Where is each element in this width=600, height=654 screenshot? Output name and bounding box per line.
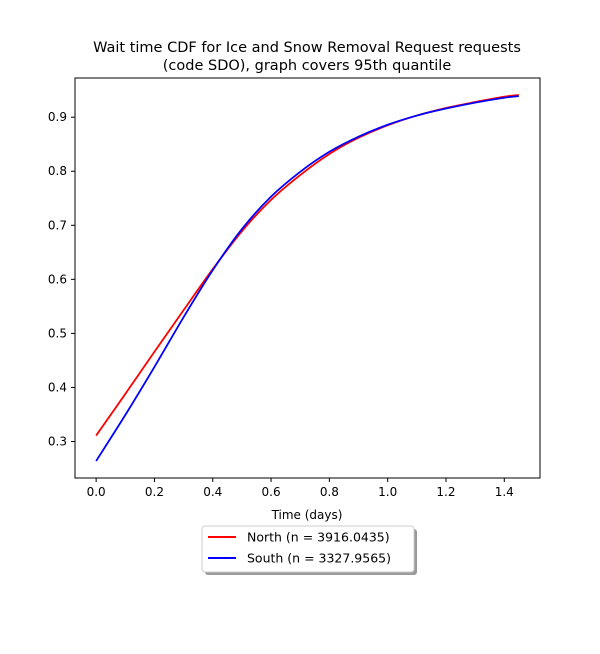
y-tick-label: 0.7	[48, 218, 67, 232]
x-tick-label: 0.2	[145, 485, 164, 499]
x-tick-label: 0.8	[320, 485, 339, 499]
legend-box	[201, 525, 415, 573]
chart-title-line-2: (code SDO), graph covers 95th quantile	[163, 58, 452, 74]
legend-label-south: South (n = 3327.9565)	[247, 551, 391, 566]
y-tick-label: 0.9	[48, 110, 67, 124]
y-tick-label: 0.6	[48, 272, 67, 286]
y-tick-label: 0.3	[48, 435, 67, 449]
y-tick-label: 0.8	[48, 164, 67, 178]
chart-title-line-1: Wait time CDF for Ice and Snow Removal R…	[93, 40, 521, 56]
x-axis-label: Time (days)	[271, 508, 343, 522]
y-axis-ticks: 0.3 0.4 0.5 0.6 0.7 0.8 0.9	[48, 110, 75, 449]
x-axis-ticks: 0.0 0.2 0.4 0.6 0.8 1.0 1.2 1.4	[87, 478, 514, 499]
x-tick-label: 1.4	[495, 485, 514, 499]
legend: North (n = 3916.0435) South (n = 3327.95…	[201, 525, 417, 575]
series-lines	[95, 94, 519, 462]
x-tick-label: 0.6	[262, 485, 281, 499]
plot-area-frame	[74, 77, 541, 479]
x-tick-label: 0.4	[203, 485, 222, 499]
x-tick-label: 0.0	[87, 485, 106, 499]
series-line-north	[95, 94, 519, 437]
x-tick-label: 1.2	[436, 485, 455, 499]
x-tick-label: 1.0	[378, 485, 397, 499]
y-tick-label: 0.4	[48, 380, 67, 394]
y-tick-label: 0.5	[48, 326, 67, 340]
legend-label-north: North (n = 3916.0435)	[247, 530, 390, 545]
series-line-south	[95, 95, 519, 462]
